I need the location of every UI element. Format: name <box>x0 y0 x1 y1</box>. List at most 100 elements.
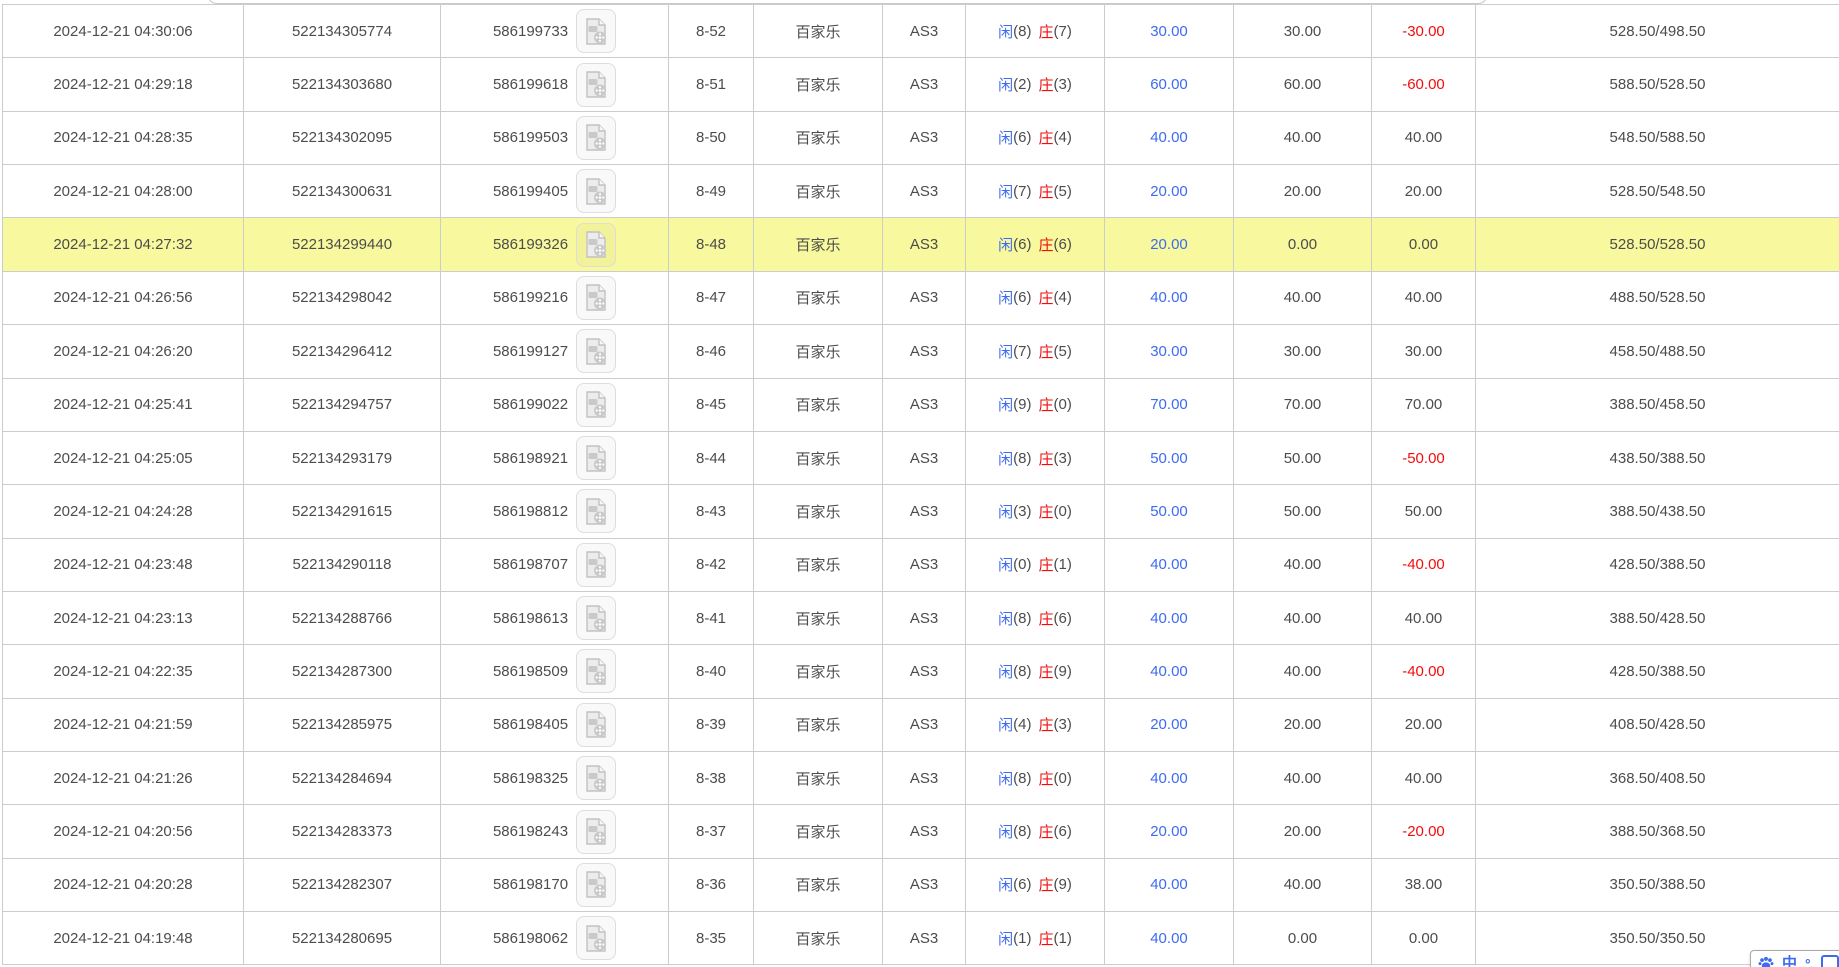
banker-label: 庄 <box>1038 930 1054 948</box>
bet-amount-link[interactable]: 40.00 <box>1150 876 1188 894</box>
video-replay-button[interactable] <box>576 756 617 801</box>
bet-record-row[interactable]: 2024-12-21 04:23:13 522134288766 5861986… <box>3 591 1839 646</box>
cell-game-name: 百家乐 <box>754 591 883 645</box>
cell-game-result: 闲 (8) 庄 (3) <box>966 431 1105 485</box>
cell-balance: 458.50/488.50 <box>1609 342 1706 360</box>
player-score: (4) <box>1013 716 1032 734</box>
ime-toolbar[interactable]: 中 °, <box>1750 950 1839 967</box>
bet-amount-link[interactable]: 20.00 <box>1150 716 1188 734</box>
cell-win-loss: 0.00 <box>1372 912 1476 965</box>
bet-amount-link[interactable]: 40.00 <box>1150 556 1188 574</box>
cell-bet-number: 522134288766 <box>244 591 441 645</box>
cell-valid-amount: 60.00 <box>1234 58 1372 111</box>
cell-bet-time: 2024-12-21 04:20:28 <box>3 858 244 912</box>
cell-table-name: AS3 <box>883 271 966 325</box>
cell-bet-time: 2024-12-21 04:22:35 <box>3 645 244 698</box>
bet-record-row[interactable]: 2024-12-21 04:27:32 522134299440 5861993… <box>3 218 1839 272</box>
bet-amount-link[interactable]: 40.00 <box>1150 929 1188 947</box>
video-replay-button[interactable] <box>576 542 617 587</box>
player-score: (3) <box>1013 502 1032 520</box>
cell-game-name: 百家乐 <box>754 165 883 218</box>
bet-amount-link[interactable]: 20.00 <box>1150 823 1188 841</box>
video-replay-button[interactable] <box>576 702 617 747</box>
bet-amount-link[interactable]: 40.00 <box>1150 129 1188 147</box>
bet-record-row[interactable]: 2024-12-21 04:20:28 522134282307 5861981… <box>3 858 1839 913</box>
cell-round-number: 8-38 <box>669 752 754 805</box>
cell-game-result: 闲 (6) 庄 (4) <box>966 271 1105 325</box>
cell-round-number: 8-51 <box>669 58 754 111</box>
player-score: (2) <box>1013 76 1032 94</box>
video-replay-button[interactable] <box>576 809 617 854</box>
bet-amount-link[interactable]: 30.00 <box>1150 342 1188 360</box>
video-replay-button[interactable] <box>576 169 617 214</box>
cell-bet-time: 2024-12-21 04:26:56 <box>3 271 244 325</box>
cell-game-number: 586199733 <box>441 5 669 58</box>
bet-amount-link[interactable]: 30.00 <box>1150 22 1188 40</box>
video-replay-icon <box>586 551 607 578</box>
keyboard-icon[interactable] <box>1820 955 1839 967</box>
bet-record-row[interactable]: 2024-12-21 04:24:28 522134291615 5861988… <box>3 485 1839 539</box>
bet-record-row[interactable]: 2024-12-21 04:30:06 522134305774 5861997… <box>3 5 1839 59</box>
cell-round-number: 8-50 <box>669 111 754 165</box>
video-replay-button[interactable] <box>576 862 617 907</box>
bet-record-row[interactable]: 2024-12-21 04:26:20 522134296412 5861991… <box>3 325 1839 379</box>
cell-game-result: 闲 (0) 庄 (1) <box>966 538 1105 591</box>
video-replay-icon <box>586 711 607 739</box>
video-replay-icon <box>586 658 607 685</box>
cell-win-loss: 38.00 <box>1372 858 1476 912</box>
cell-valid-amount: 40.00 <box>1234 271 1372 325</box>
bet-amount-link[interactable]: 60.00 <box>1150 76 1188 94</box>
bet-record-row[interactable]: 2024-12-21 04:19:48 522134280695 5861980… <box>3 912 1839 966</box>
bet-record-row[interactable]: 2024-12-21 04:22:35 522134287300 5861985… <box>3 645 1839 699</box>
cell-round-number: 8-47 <box>669 271 754 325</box>
player-score: (8) <box>1013 609 1032 627</box>
player-label: 闲 <box>998 610 1014 628</box>
cell-valid-amount: 20.00 <box>1234 698 1372 752</box>
bet-record-row[interactable]: 2024-12-21 04:28:35 522134302095 5861995… <box>3 111 1839 166</box>
video-replay-button[interactable] <box>576 329 617 374</box>
bet-record-row[interactable]: 2024-12-21 04:21:59 522134285975 5861984… <box>3 698 1839 753</box>
bet-record-row[interactable]: 2024-12-21 04:21:26 522134284694 5861983… <box>3 752 1839 806</box>
records-table: 2024-12-21 04:30:06 522134305774 5861997… <box>2 4 1839 966</box>
video-replay-button[interactable] <box>576 916 617 961</box>
video-replay-button[interactable] <box>576 222 617 267</box>
ime-chinese-mode-button[interactable]: 中 <box>1782 955 1798 967</box>
video-replay-button[interactable] <box>576 9 617 54</box>
bet-record-row[interactable]: 2024-12-21 04:26:56 522134298042 5861992… <box>3 271 1839 326</box>
cell-valid-amount: 40.00 <box>1234 645 1372 698</box>
bet-amount-link[interactable]: 20.00 <box>1150 236 1188 254</box>
video-replay-button[interactable] <box>576 275 617 320</box>
bet-amount-link[interactable]: 40.00 <box>1150 769 1188 787</box>
cell-table-name: AS3 <box>883 111 966 165</box>
cell-round-number: 8-49 <box>669 165 754 218</box>
bet-record-row[interactable]: 2024-12-21 04:25:05 522134293179 5861989… <box>3 431 1839 486</box>
video-replay-button[interactable] <box>576 596 617 641</box>
bet-amount-link[interactable]: 40.00 <box>1150 609 1188 627</box>
bet-amount-link[interactable]: 40.00 <box>1150 662 1188 680</box>
cell-bet-number: 522134300631 <box>244 165 441 218</box>
cell-game-number: 586199022 <box>441 378 669 431</box>
video-replay-button[interactable] <box>576 489 617 534</box>
bet-amount-link[interactable]: 20.00 <box>1150 182 1188 200</box>
video-replay-button[interactable] <box>576 382 617 427</box>
paw-icon[interactable] <box>1758 956 1774 967</box>
bet-amount-link[interactable]: 50.00 <box>1150 502 1188 520</box>
bet-amount-link[interactable]: 70.00 <box>1150 396 1188 414</box>
bet-amount-link[interactable]: 50.00 <box>1150 449 1188 467</box>
video-replay-button[interactable] <box>576 436 617 481</box>
ime-punctuation-button[interactable]: °, <box>1805 955 1813 967</box>
bet-record-row[interactable]: 2024-12-21 04:28:00 522134300631 5861994… <box>3 165 1839 219</box>
video-replay-button[interactable] <box>576 62 617 107</box>
bet-record-row[interactable]: 2024-12-21 04:20:56 522134283373 5861982… <box>3 805 1839 859</box>
cell-bet-amount: 40.00 <box>1105 271 1234 325</box>
video-replay-icon <box>586 765 607 792</box>
bet-record-row[interactable]: 2024-12-21 04:23:48 522134290118 5861987… <box>3 538 1839 592</box>
bet-record-row[interactable]: 2024-12-21 04:25:41 522134294757 5861990… <box>3 378 1839 432</box>
bet-record-row[interactable]: 2024-12-21 04:29:18 522134303680 5861996… <box>3 58 1839 112</box>
bet-amount-link[interactable]: 40.00 <box>1150 289 1188 307</box>
cell-bet-amount: 60.00 <box>1105 58 1234 111</box>
video-replay-button[interactable] <box>576 115 617 160</box>
cell-valid-amount: 40.00 <box>1234 111 1372 165</box>
banker-label: 庄 <box>1038 557 1054 575</box>
video-replay-button[interactable] <box>576 649 617 694</box>
